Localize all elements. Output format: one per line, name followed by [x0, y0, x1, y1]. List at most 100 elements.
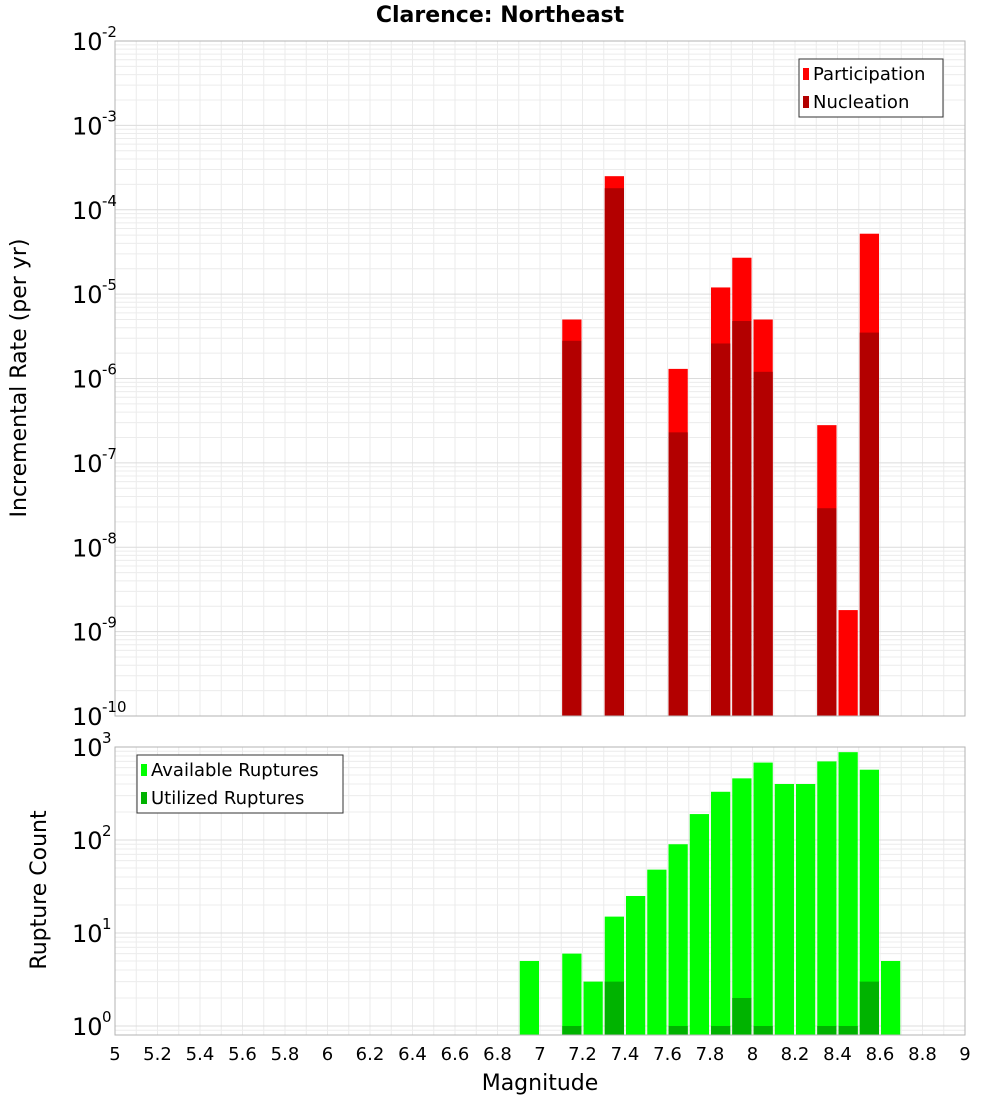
top-plot-border [114, 40, 966, 717]
top-grid [114, 40, 966, 717]
x-tick-label: 5.2 [143, 1044, 172, 1065]
top-y-tick-exponent: -6 [102, 361, 117, 379]
bottom-series-available-ruptures [519, 752, 901, 1035]
bottom-bar-utilized-ruptures [604, 981, 624, 1035]
top-y-axis-label: Incremental Rate (per yr) [7, 239, 32, 518]
x-tick-label: 6.2 [356, 1044, 385, 1065]
top-y-tick-exponent: -5 [102, 276, 117, 294]
bottom-bar-utilized-ruptures [562, 1025, 582, 1035]
x-ticks: 5 5.2 5.4 5.6 5.8 6 6.2 6.4 6.6 6.8 7 7.2 7.4 7.6 7.8 8… [109, 1044, 970, 1065]
bottom-y-tick-label: 10 [72, 827, 103, 855]
bottom-bar-available-ruptures [711, 791, 731, 1035]
top-bar-nucleation [562, 340, 582, 716]
bottom-y-axis-label: Rupture Count [27, 810, 52, 970]
bottom-y-tick-exponent: 2 [102, 822, 112, 840]
top-y-tick-exponent: -10 [102, 698, 127, 716]
top-bar-nucleation [753, 371, 773, 716]
top-y-tick-label: 10 [72, 450, 103, 478]
bottom-y-tick-label: 10 [72, 920, 103, 948]
top-y-tick-label: 10 [72, 112, 103, 140]
top-bar-nucleation [711, 343, 731, 716]
top-y-tick-exponent: -4 [102, 192, 117, 210]
x-tick-label: 5.8 [271, 1044, 300, 1065]
x-tick-label: 6.8 [483, 1044, 512, 1065]
top-bar-participation [838, 610, 858, 716]
top-y-tick-label: 10 [72, 703, 103, 731]
x-tick-label: 6.4 [398, 1044, 427, 1065]
bottom-bar-available-ruptures [732, 778, 752, 1035]
bottom-y-tick-label: 10 [72, 1013, 103, 1041]
x-tick-label: 7.2 [568, 1044, 597, 1065]
bottom-bar-available-ruptures [838, 752, 858, 1035]
x-axis-label: Magnitude [482, 1071, 599, 1096]
bottom-bar-utilized-ruptures [732, 997, 752, 1035]
bottom-bar-available-ruptures [753, 762, 773, 1035]
x-tick-label: 7.8 [696, 1044, 725, 1065]
top-legend-swatch [803, 96, 809, 108]
top-legend: Participation Nucleation [798, 58, 944, 118]
bottom-legend-swatch [141, 792, 147, 804]
bottom-bar-available-ruptures [562, 953, 582, 1035]
top-y-tick-exponent: -2 [102, 23, 117, 41]
bottom-legend: Available Ruptures Utilized Ruptures [136, 754, 344, 814]
top-bar-nucleation [817, 508, 837, 716]
top-y-tick-label: 10 [72, 619, 103, 647]
bottom-bar-utilized-ruptures [753, 1025, 773, 1035]
bottom-bar-available-ruptures [881, 960, 901, 1035]
bottom-bar-utilized-ruptures [838, 1025, 858, 1035]
x-tick-label: 6.6 [441, 1044, 470, 1065]
bottom-y-tick-label: 10 [72, 734, 103, 762]
bottom-y-tick-exponent: 1 [102, 915, 112, 933]
bottom-y-tick-exponent: 0 [102, 1008, 112, 1026]
bottom-legend-box [136, 754, 344, 814]
x-tick-label: 7.4 [611, 1044, 640, 1065]
top-y-tick-label: 10 [72, 281, 103, 309]
top-y-tick-label: 10 [72, 366, 103, 394]
top-y-tick-label: 10 [72, 534, 103, 562]
bottom-bar-utilized-ruptures [668, 1025, 688, 1035]
bottom-legend-label: Available Ruptures [151, 760, 319, 781]
top-series-nucleation [562, 188, 879, 717]
x-tick-label: 7 [534, 1044, 545, 1065]
top-bar-nucleation [668, 432, 688, 716]
bottom-series-utilized-ruptures [562, 981, 879, 1035]
top-legend-label: Participation [813, 64, 925, 85]
bottom-legend-label: Utilized Ruptures [151, 788, 304, 809]
top-y-tick-exponent: -3 [102, 107, 117, 125]
bottom-bar-utilized-ruptures [711, 1025, 731, 1035]
bottom-bar-available-ruptures [796, 784, 816, 1035]
x-tick-label: 7.6 [653, 1044, 682, 1065]
bottom-bar-available-ruptures [859, 769, 879, 1035]
bottom-legend-swatch [141, 764, 147, 776]
bottom-bar-available-ruptures [774, 784, 794, 1035]
top-y-tick-label: 10 [72, 197, 103, 225]
top-legend-swatch [803, 68, 809, 80]
bottom-plot-border [114, 746, 966, 1036]
x-tick-label: 8.2 [781, 1044, 810, 1065]
x-tick-label: 5 [109, 1044, 120, 1065]
bottom-bar-utilized-ruptures [817, 1025, 837, 1035]
top-y-tick-exponent: -7 [102, 445, 117, 463]
bottom-bar-available-ruptures [647, 869, 667, 1035]
top-bar-nucleation [604, 188, 624, 717]
top-y-tick-label: 10 [72, 28, 103, 56]
x-tick-label: 5.4 [186, 1044, 215, 1065]
x-tick-label: 6 [322, 1044, 333, 1065]
bottom-bar-available-ruptures [668, 844, 688, 1035]
x-tick-label: 8.8 [908, 1044, 937, 1065]
x-tick-label: 8.6 [866, 1044, 895, 1065]
bottom-bar-available-ruptures [626, 895, 646, 1035]
bottom-bar-available-ruptures [519, 960, 539, 1035]
bottom-y-tick-exponent: 3 [102, 729, 112, 747]
bottom-bar-available-ruptures [817, 761, 837, 1035]
top-bar-nucleation [732, 321, 752, 716]
top-legend-label: Nucleation [813, 92, 909, 113]
bottom-bar-utilized-ruptures [859, 981, 879, 1035]
x-tick-label: 8.4 [823, 1044, 852, 1065]
x-tick-label: 9 [959, 1044, 970, 1065]
